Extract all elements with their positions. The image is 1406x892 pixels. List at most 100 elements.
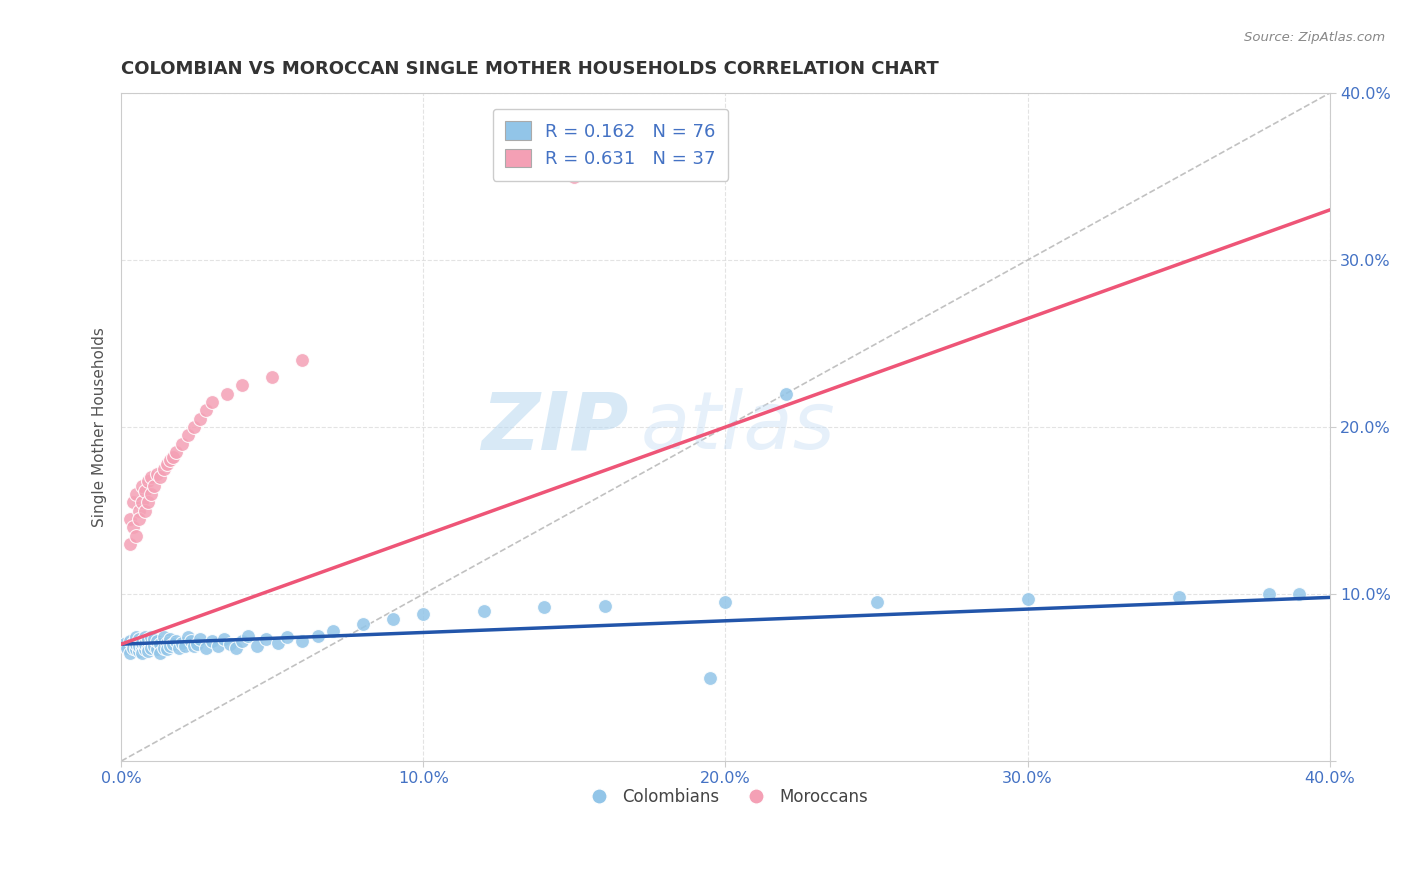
- Point: [131, 633, 153, 648]
- Y-axis label: Single Mother Households: Single Mother Households: [93, 327, 107, 527]
- Point: [138, 474, 160, 488]
- Point: [120, 512, 142, 526]
- Point: [131, 646, 153, 660]
- Point: [170, 635, 193, 649]
- Point: [159, 632, 181, 647]
- Point: [207, 639, 229, 653]
- Point: [138, 640, 160, 655]
- Point: [112, 639, 135, 653]
- Point: [1017, 592, 1039, 607]
- Point: [246, 639, 269, 653]
- Point: [141, 640, 163, 655]
- Point: [699, 671, 721, 685]
- Point: [128, 512, 150, 526]
- Text: COLOMBIAN VS MOROCCAN SINGLE MOTHER HOUSEHOLDS CORRELATION CHART: COLOMBIAN VS MOROCCAN SINGLE MOTHER HOUS…: [121, 60, 939, 78]
- Point: [131, 635, 153, 649]
- Point: [141, 470, 163, 484]
- Point: [307, 629, 329, 643]
- Point: [775, 386, 797, 401]
- Point: [201, 633, 224, 648]
- Point: [173, 639, 195, 653]
- Point: [149, 637, 172, 651]
- Point: [291, 353, 314, 368]
- Point: [149, 470, 172, 484]
- Point: [231, 633, 253, 648]
- Point: [167, 640, 190, 655]
- Point: [219, 637, 242, 651]
- Point: [122, 640, 145, 655]
- Point: [143, 478, 166, 492]
- Text: atlas: atlas: [641, 388, 835, 466]
- Point: [533, 600, 555, 615]
- Point: [472, 604, 495, 618]
- Point: [141, 487, 163, 501]
- Point: [194, 403, 217, 417]
- Point: [143, 639, 166, 653]
- Point: [122, 495, 145, 509]
- Point: [225, 640, 247, 655]
- Point: [159, 639, 181, 653]
- Point: [188, 411, 211, 425]
- Point: [122, 635, 145, 649]
- Point: [254, 632, 277, 647]
- Point: [176, 631, 198, 645]
- Point: [352, 617, 374, 632]
- Point: [131, 640, 153, 655]
- Point: [141, 631, 163, 645]
- Point: [170, 436, 193, 450]
- Point: [212, 632, 235, 647]
- Point: [143, 632, 166, 647]
- Point: [138, 644, 160, 658]
- Point: [125, 637, 148, 651]
- Point: [155, 457, 177, 471]
- Point: [236, 629, 259, 643]
- Point: [128, 632, 150, 647]
- Point: [162, 450, 184, 464]
- Point: [131, 495, 153, 509]
- Point: [183, 420, 205, 434]
- Point: [141, 635, 163, 649]
- Point: [215, 386, 238, 401]
- Point: [564, 169, 586, 184]
- Point: [186, 637, 208, 651]
- Point: [117, 635, 139, 649]
- Point: [120, 646, 142, 660]
- Point: [125, 528, 148, 542]
- Point: [194, 640, 217, 655]
- Point: [1167, 591, 1189, 605]
- Point: [112, 637, 135, 651]
- Point: [146, 467, 169, 481]
- Point: [165, 633, 187, 648]
- Point: [125, 631, 148, 645]
- Point: [291, 633, 314, 648]
- Point: [138, 632, 160, 647]
- Point: [125, 487, 148, 501]
- Point: [138, 495, 160, 509]
- Text: Source: ZipAtlas.com: Source: ZipAtlas.com: [1244, 31, 1385, 45]
- Point: [120, 537, 142, 551]
- Point: [159, 453, 181, 467]
- Point: [134, 483, 156, 498]
- Point: [1288, 587, 1310, 601]
- Point: [122, 520, 145, 534]
- Point: [183, 639, 205, 653]
- Point: [714, 595, 737, 609]
- Point: [262, 370, 284, 384]
- Point: [117, 640, 139, 655]
- Point: [188, 632, 211, 647]
- Point: [231, 378, 253, 392]
- Point: [180, 633, 202, 648]
- Point: [865, 595, 887, 609]
- Point: [149, 646, 172, 660]
- Point: [134, 503, 156, 517]
- Point: [134, 637, 156, 651]
- Legend: Colombians, Moroccans: Colombians, Moroccans: [576, 781, 875, 813]
- Point: [165, 445, 187, 459]
- Point: [146, 642, 169, 657]
- Point: [201, 395, 224, 409]
- Point: [593, 599, 616, 613]
- Point: [131, 478, 153, 492]
- Point: [155, 635, 177, 649]
- Point: [128, 644, 150, 658]
- Point: [120, 633, 142, 648]
